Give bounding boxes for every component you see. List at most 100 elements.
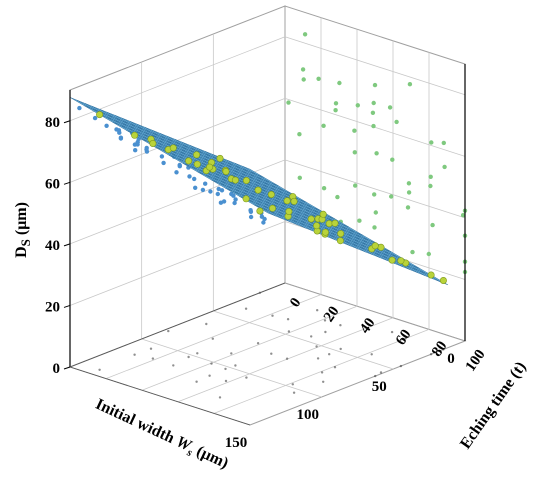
projection-point-floor: [322, 380, 325, 383]
data-point: [256, 207, 264, 215]
projection-point-time: [337, 80, 342, 86]
gridline-left-wall: [69, 221, 286, 306]
data-point: [439, 276, 447, 284]
data-point: [242, 195, 250, 203]
projection-point-width: [192, 176, 197, 182]
z-axis-tick: [63, 366, 71, 370]
projection-point-width: [118, 135, 124, 140]
projection-point-time: [297, 132, 302, 137]
y-axis-label: Eching time (t): [457, 359, 530, 452]
gridline-floor: [105, 294, 322, 379]
projection-point-time: [406, 181, 412, 186]
projection-point-time: [373, 210, 378, 215]
projection-point-floor: [399, 364, 403, 368]
z-tick-label: 40: [45, 238, 60, 254]
projection-point-width: [132, 142, 138, 147]
gridline-floor: [141, 338, 322, 398]
projection-point-time: [460, 213, 466, 218]
data-point: [319, 210, 327, 218]
projection-point-width: [259, 214, 265, 219]
projection-point-time: [426, 251, 431, 257]
projection-point-floor: [285, 357, 289, 360]
projection-point-time: [302, 32, 308, 37]
projection-point-time: [333, 108, 338, 113]
projection-point-floor: [390, 330, 394, 334]
z-axis-tick: [63, 243, 71, 247]
projection-point-floor: [328, 353, 331, 356]
projection-point-width: [135, 139, 140, 145]
x-tick-label: 100: [296, 407, 319, 423]
gridline-floor: [141, 305, 358, 391]
data-point: [268, 204, 276, 212]
projection-point-width: [144, 147, 149, 152]
projection-point-time: [429, 140, 434, 145]
projection-point-floor: [196, 352, 199, 355]
data-point: [169, 144, 177, 152]
projection-point-width: [248, 209, 254, 214]
projection-point-width: [232, 200, 237, 206]
projection-point-time: [321, 123, 326, 128]
projection-point-time: [333, 101, 339, 106]
projection-point-floor: [218, 396, 222, 399]
gridline-floor: [177, 317, 394, 403]
z-axis-tick: [63, 304, 71, 308]
chart-walls: [68, 5, 467, 426]
axes: [63, 64, 466, 426]
projection-point-time: [387, 105, 393, 110]
gridline-floor: [213, 310, 394, 370]
projection-point-width: [187, 174, 192, 179]
projection-point-floor: [316, 309, 319, 312]
projection-point-time: [300, 67, 306, 72]
data-point: [325, 220, 333, 228]
projection-point-width: [161, 160, 166, 166]
projection-point-time: [355, 103, 360, 108]
projection-point-width: [203, 181, 208, 186]
projection-point-time: [428, 183, 433, 189]
projection-point-time: [335, 194, 340, 200]
projection-point-floor: [374, 374, 377, 378]
data-point: [313, 222, 321, 230]
projection-point-width: [208, 189, 213, 194]
data-point: [231, 176, 239, 184]
projection-point-floor: [370, 353, 373, 356]
data-point: [388, 256, 396, 264]
projection-point-time: [428, 174, 433, 179]
projection-point-floor: [167, 329, 170, 333]
data-point: [321, 228, 329, 236]
projection-point-time: [390, 157, 395, 162]
data-points: [96, 111, 447, 284]
projection-point-floor: [339, 347, 342, 351]
projection-point-floor: [172, 364, 175, 367]
projection-point-floor: [320, 371, 324, 374]
projection-point-floor: [379, 371, 383, 374]
projection-point-width: [231, 193, 236, 198]
projection-point-floor: [230, 352, 233, 355]
projection-point-width: [200, 187, 206, 193]
projection-point-floor: [244, 307, 248, 310]
data-point: [216, 154, 224, 162]
data-point: [193, 151, 201, 159]
projection-point-width: [219, 188, 225, 193]
data-point: [206, 163, 214, 171]
projection-point-time: [405, 205, 411, 210]
z-tick-label: 60: [45, 176, 60, 192]
projection-point-floor: [149, 347, 153, 350]
projection-point-width: [133, 148, 138, 153]
data-point: [397, 257, 405, 265]
projection-point-time: [441, 140, 446, 146]
z-axis-label: DS (μm): [13, 202, 33, 258]
projection-point-floor: [333, 366, 337, 369]
projection-point-floor: [271, 314, 274, 317]
projection-point-time: [442, 164, 447, 170]
z-axis-tick: [63, 120, 71, 124]
projection-point-time: [394, 119, 399, 125]
projection-point-time: [389, 194, 394, 199]
z-tick-label: 20: [45, 299, 60, 315]
data-point: [267, 191, 275, 199]
projection-point-floor: [211, 337, 214, 340]
projection-point-time: [374, 151, 379, 156]
back-wall-right: [284, 5, 466, 342]
data-point: [96, 111, 104, 119]
data-point: [331, 219, 339, 227]
projection-point-width: [233, 197, 238, 202]
